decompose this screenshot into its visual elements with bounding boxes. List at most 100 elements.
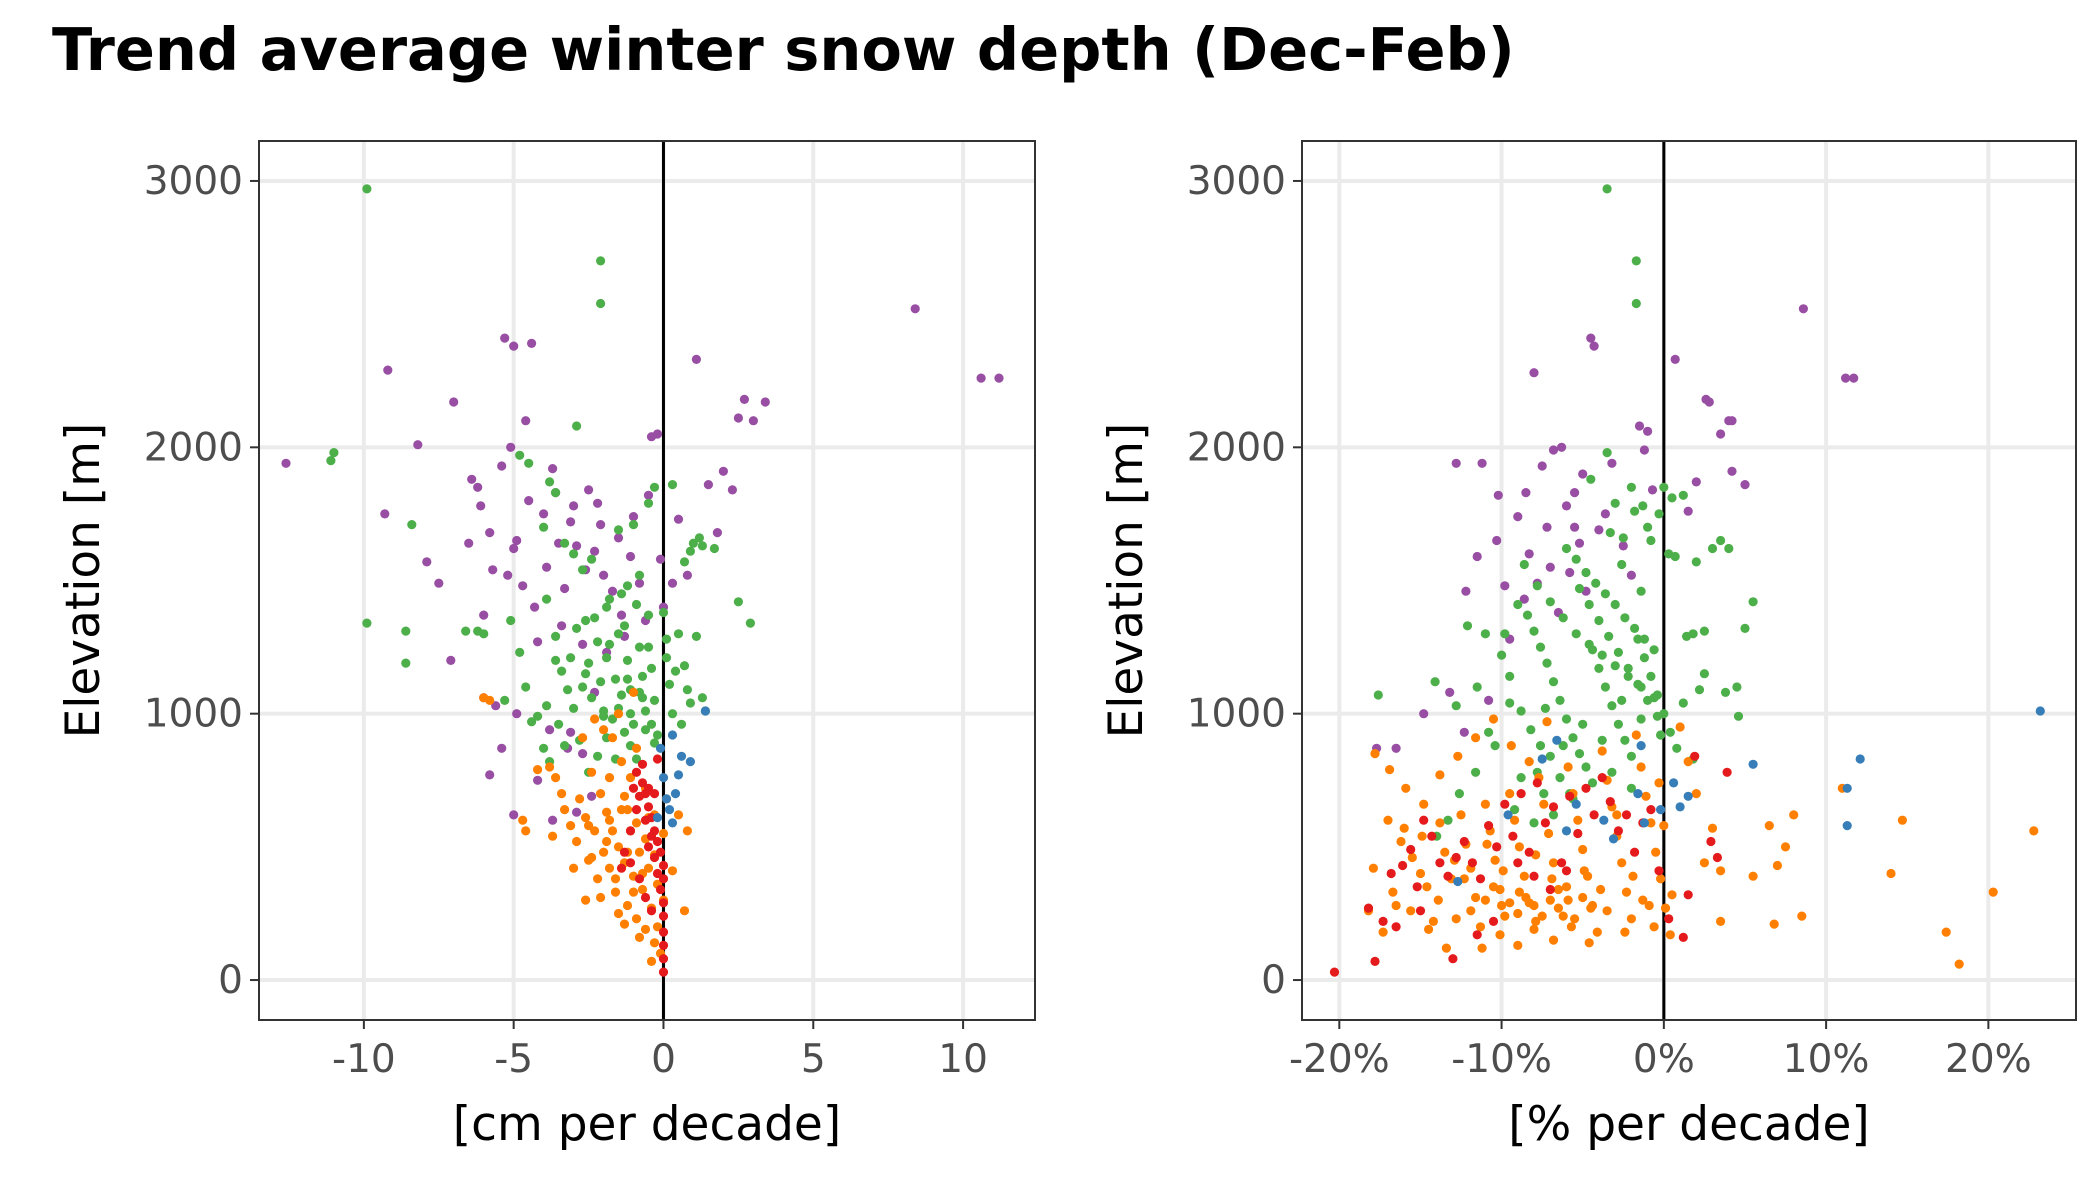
data-point: [1623, 663, 1633, 674]
data-point: [616, 610, 627, 620]
data-point: [602, 807, 612, 817]
data-point: [622, 581, 633, 591]
data-point: [1599, 815, 1609, 825]
data-point: [604, 773, 615, 783]
data-point: [530, 602, 540, 612]
data-point: [581, 615, 591, 626]
data-point: [1539, 789, 1549, 799]
data-point: [1649, 922, 1659, 932]
data-point: [1849, 373, 1859, 383]
data-point: [727, 485, 738, 495]
data-point: [593, 637, 603, 647]
data-point: [625, 551, 636, 562]
data-point: [587, 852, 597, 863]
data-point: [1691, 557, 1701, 567]
data-point: [1639, 445, 1649, 455]
data-point: [625, 709, 636, 719]
data-point: [1388, 887, 1398, 897]
data-point: [1561, 501, 1572, 511]
data-point: [613, 525, 624, 535]
data-point: [610, 674, 621, 684]
data-point: [610, 887, 621, 897]
data-point: [1508, 831, 1518, 841]
data-point: [625, 773, 636, 783]
data-point: [1641, 791, 1651, 801]
x-tick-label: 0: [651, 1037, 676, 1082]
data-point: [1391, 900, 1401, 911]
data-point: [1553, 884, 1563, 895]
data-point: [572, 541, 582, 551]
panel-right: -20% -10% 0% 10% 20% 0 1000 2000 3000 [% per de…: [1099, 140, 2077, 1152]
data-point: [584, 821, 594, 831]
data-point: [1607, 701, 1617, 711]
data-point: [533, 775, 543, 785]
data-point: [545, 725, 555, 735]
data-point: [1471, 892, 1481, 903]
y-tick-label: 2000: [1187, 425, 1286, 470]
data-point: [1660, 903, 1671, 913]
data-point: [616, 589, 627, 599]
data-point: [1618, 533, 1628, 543]
data-point: [434, 578, 444, 588]
data-point: [1471, 733, 1481, 743]
data-point: [1505, 789, 1515, 799]
x-tick-label: -5: [494, 1037, 533, 1082]
data-point: [607, 733, 618, 743]
data-point: [1545, 597, 1555, 607]
data-point: [1435, 770, 1445, 780]
data-point: [515, 647, 525, 658]
data-point: [524, 458, 534, 468]
data-point: [643, 498, 654, 508]
data-point: [587, 693, 597, 703]
y-tick-label: 2000: [144, 425, 243, 470]
data-point: [1453, 876, 1463, 887]
data-point: [1780, 842, 1791, 852]
data-point: [628, 783, 639, 793]
data-point: [590, 613, 600, 623]
data-point: [2035, 706, 2045, 716]
data-point: [578, 749, 588, 759]
data-point: [1605, 797, 1615, 807]
data-point: [1488, 714, 1499, 724]
data-point: [1519, 559, 1529, 570]
data-point: [1612, 810, 1622, 820]
data-point: [739, 394, 750, 404]
data-point: [1610, 599, 1620, 610]
data-point: [631, 754, 642, 764]
data-point: [664, 679, 675, 690]
data-point: [1548, 858, 1559, 868]
data-point: [1565, 567, 1575, 578]
data-point: [1586, 474, 1596, 484]
data-point: [658, 954, 669, 964]
x-tick-label: -20%: [1289, 1037, 1390, 1082]
data-point: [1649, 693, 1659, 703]
data-point: [1699, 858, 1709, 868]
data-point: [1570, 488, 1580, 498]
data-point: [619, 919, 630, 929]
data-point: [461, 626, 471, 636]
data-point: [1391, 922, 1401, 932]
data-point: [643, 802, 654, 812]
data-point: [1490, 855, 1500, 865]
data-point: [1561, 866, 1572, 876]
data-point: [1716, 866, 1726, 876]
data-point: [362, 618, 372, 628]
data-point: [634, 847, 645, 857]
data-point: [682, 570, 693, 580]
data-point: [628, 687, 639, 698]
data-point: [497, 461, 507, 471]
data-point: [1571, 554, 1581, 564]
panel-right-x-label: [% per decade]: [1508, 1097, 1869, 1152]
data-point: [563, 685, 573, 695]
data-point: [1548, 802, 1559, 812]
data-point: [578, 682, 588, 692]
data-point: [560, 583, 570, 594]
data-point: [1722, 767, 1732, 777]
data-point: [664, 805, 675, 815]
panel-right-points: [1329, 184, 2045, 977]
y-tick-label: 0: [1261, 958, 1286, 1003]
data-point: [1513, 908, 1523, 919]
data-point: [1670, 354, 1680, 364]
data-point: [1451, 458, 1461, 468]
data-point: [566, 727, 576, 737]
